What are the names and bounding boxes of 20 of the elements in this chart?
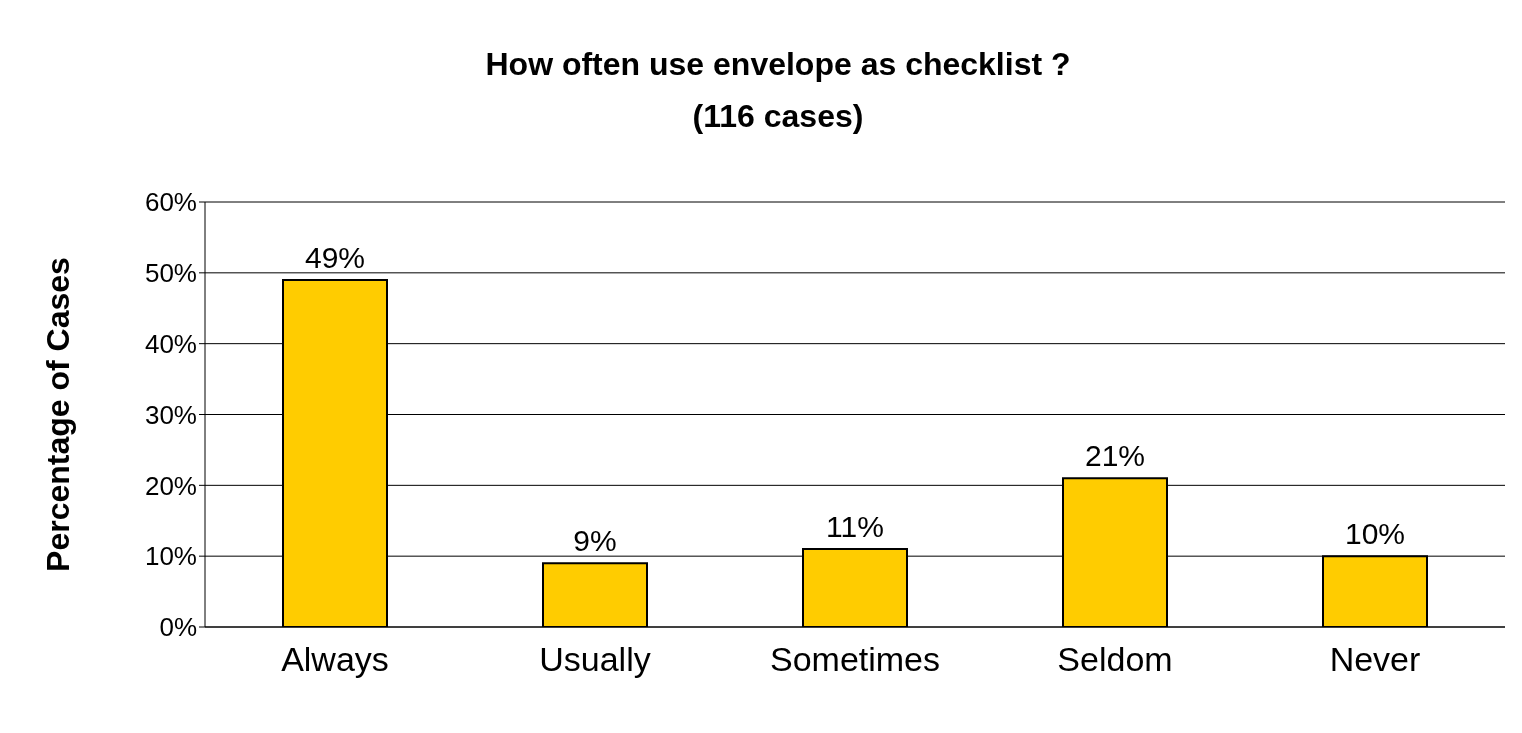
y-tick-label: 0% [159, 612, 197, 643]
data-label: 10% [1344, 517, 1406, 551]
y-tick-label: 10% [144, 541, 197, 572]
data-label: 21% [1084, 439, 1146, 473]
data-label: 9% [573, 524, 617, 558]
y-tick-label: 30% [144, 399, 197, 430]
x-tick-label: Sometimes [769, 640, 941, 679]
y-tick-label: 20% [144, 470, 197, 501]
y-axis-title: Percentage of Cases [40, 257, 77, 572]
y-tick-label: 60% [144, 187, 197, 218]
y-tick-label: 40% [144, 328, 197, 359]
x-tick-label: Never [1329, 640, 1421, 679]
chart-title: How often use envelope as checklist ? [484, 45, 1072, 84]
chart-subtitle: (116 cases) [691, 97, 865, 136]
x-tick-label: Seldom [1057, 640, 1173, 679]
data-label: 11% [826, 510, 884, 544]
x-tick-label: Usually [539, 640, 651, 679]
y-tick-label: 50% [144, 258, 197, 289]
x-tick-label: Always [281, 640, 389, 679]
data-label: 49% [304, 240, 366, 274]
